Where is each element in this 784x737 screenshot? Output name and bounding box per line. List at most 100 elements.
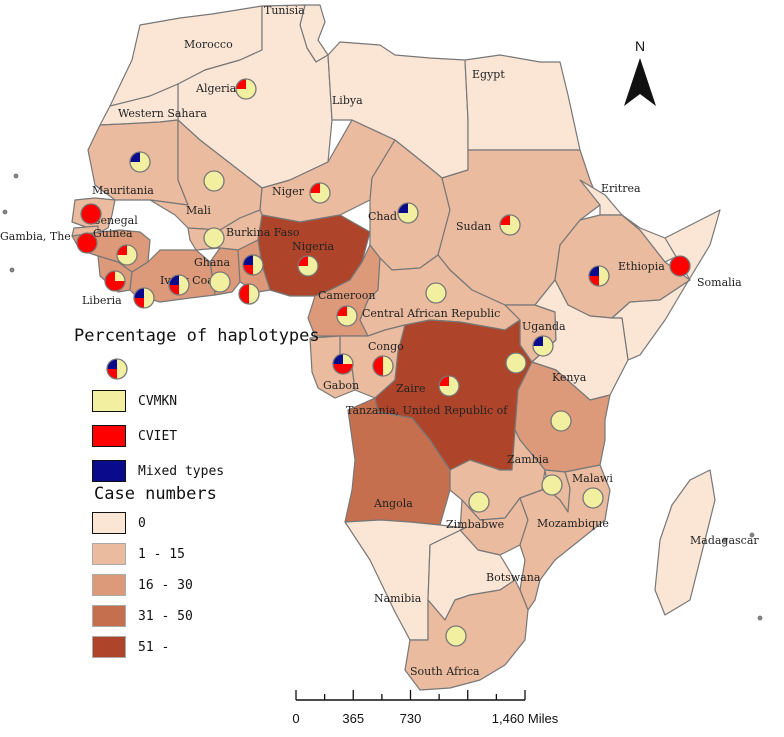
pie-chart-uganda bbox=[532, 335, 554, 357]
pie-slice bbox=[333, 354, 343, 364]
scale-bar-label: 730 bbox=[400, 711, 422, 726]
country-label: Uganda bbox=[522, 320, 566, 333]
island-mark bbox=[2, 209, 8, 215]
pie-slice bbox=[239, 284, 249, 304]
legend-label: 1 - 15 bbox=[138, 546, 185, 562]
country-label: Western Sahara bbox=[118, 107, 207, 120]
pie-chart-mozambique bbox=[582, 487, 604, 509]
pie-chart-somalia bbox=[669, 255, 691, 277]
legend-label: 51 - bbox=[138, 639, 170, 655]
pie-slice bbox=[426, 283, 446, 303]
legend-label: 0 bbox=[138, 515, 146, 531]
pie-slice bbox=[310, 183, 320, 193]
pie-slice bbox=[77, 233, 97, 253]
country-label: Liberia bbox=[82, 294, 122, 307]
haplotype-legend-title: Percentage of haplotypes bbox=[74, 326, 320, 346]
pie-chart-niger bbox=[309, 182, 331, 204]
legend-label: Mixed types bbox=[138, 463, 225, 479]
pie-chart-mali bbox=[203, 170, 225, 192]
pie-slice bbox=[439, 376, 449, 386]
pie-slice bbox=[343, 354, 353, 364]
country-label: Eritrea bbox=[601, 182, 641, 195]
pie-chart-burkina-faso bbox=[203, 227, 225, 249]
country-label: Gambia, The bbox=[0, 230, 71, 243]
country-angola bbox=[344, 397, 451, 526]
country-label: Central African Republic bbox=[362, 307, 500, 320]
pie-chart-ivory-coast bbox=[168, 274, 190, 296]
country-label: Zimbabwe bbox=[446, 518, 504, 531]
pie-chart-ivory-coast-west bbox=[133, 287, 155, 309]
country-label: Malawi bbox=[572, 472, 613, 485]
pie-slice bbox=[243, 265, 253, 275]
pie-chart-ghana-east bbox=[242, 254, 264, 276]
pie-chart-malawi bbox=[541, 474, 563, 496]
country-egypt bbox=[464, 54, 581, 151]
country-label: South Africa bbox=[410, 665, 480, 678]
country-label: Nigeria bbox=[292, 240, 334, 253]
pie-slice bbox=[589, 276, 599, 286]
scale-bar-label: 0 bbox=[292, 711, 299, 726]
island-mark bbox=[749, 532, 755, 538]
country-label: Morocco bbox=[184, 38, 233, 51]
case-legend-item: 0 bbox=[92, 512, 146, 534]
legend-pie bbox=[106, 358, 128, 380]
legend-swatch bbox=[92, 512, 126, 534]
pie-chart-ghana bbox=[209, 271, 231, 293]
country-label: Tunisia bbox=[264, 4, 305, 17]
country-label: Mauritania bbox=[92, 184, 154, 197]
pie-chart-uganda-south bbox=[505, 352, 527, 374]
island-mark bbox=[9, 267, 15, 273]
pie-chart-ethiopia bbox=[588, 265, 610, 287]
pie-chart-senegal bbox=[80, 203, 102, 225]
pie-slice bbox=[500, 215, 510, 225]
country-ivory-coast bbox=[129, 249, 216, 303]
country-label: Angola bbox=[373, 497, 413, 510]
pie-slice bbox=[469, 492, 489, 512]
country-label: Guinea bbox=[93, 227, 133, 240]
country-label: Niger bbox=[272, 185, 305, 198]
country-label: Burkina Faso bbox=[226, 226, 300, 239]
pie-chart-cameroon bbox=[336, 305, 358, 327]
pie-slice bbox=[169, 285, 179, 295]
case-legend-item: 16 - 30 bbox=[92, 574, 193, 596]
legend-label: CVMKN bbox=[138, 393, 178, 409]
legend-swatch bbox=[92, 605, 126, 627]
scale-bar-label: 365 bbox=[342, 711, 364, 726]
case-legend-title: Case numbers bbox=[94, 484, 217, 504]
pie-slice bbox=[210, 272, 230, 292]
pie-slice bbox=[533, 336, 543, 346]
island-mark bbox=[757, 615, 763, 621]
pie-slice bbox=[589, 266, 599, 276]
pie-slice bbox=[107, 359, 117, 369]
haplotype-legend-item: Mixed types bbox=[92, 460, 224, 482]
pie-chart-zaire bbox=[438, 375, 460, 397]
country-label: Zambia bbox=[507, 453, 549, 466]
country-label: Chad bbox=[368, 210, 397, 223]
legend-swatch bbox=[92, 390, 126, 412]
pie-chart-mauritania bbox=[129, 151, 151, 173]
pie-slice bbox=[243, 255, 253, 265]
pie-slice bbox=[373, 356, 383, 376]
country-label: Mozambique bbox=[537, 517, 609, 530]
pie-slice bbox=[204, 171, 224, 191]
country-label: Kenya bbox=[552, 371, 587, 384]
pie-slice bbox=[107, 369, 117, 379]
pie-slice bbox=[115, 271, 125, 281]
pie-slice bbox=[134, 288, 144, 298]
country-label: Senegal bbox=[93, 214, 138, 227]
pie-chart-guinea bbox=[116, 244, 138, 266]
pie-chart-chad bbox=[397, 202, 419, 224]
country-label: Ghana bbox=[194, 256, 231, 269]
pie-chart-central-african-republic bbox=[425, 282, 447, 304]
pie-chart-zambia bbox=[468, 491, 490, 513]
island-mark bbox=[13, 173, 19, 179]
pie-slice bbox=[134, 298, 144, 308]
pie-slice bbox=[551, 411, 571, 431]
country-madagascar bbox=[654, 469, 716, 616]
pie-slice bbox=[599, 266, 609, 286]
country-label: Ethiopia bbox=[618, 260, 665, 273]
legend-swatch bbox=[92, 543, 126, 565]
country-label: Namibia bbox=[374, 592, 422, 605]
legend-swatch bbox=[92, 574, 126, 596]
